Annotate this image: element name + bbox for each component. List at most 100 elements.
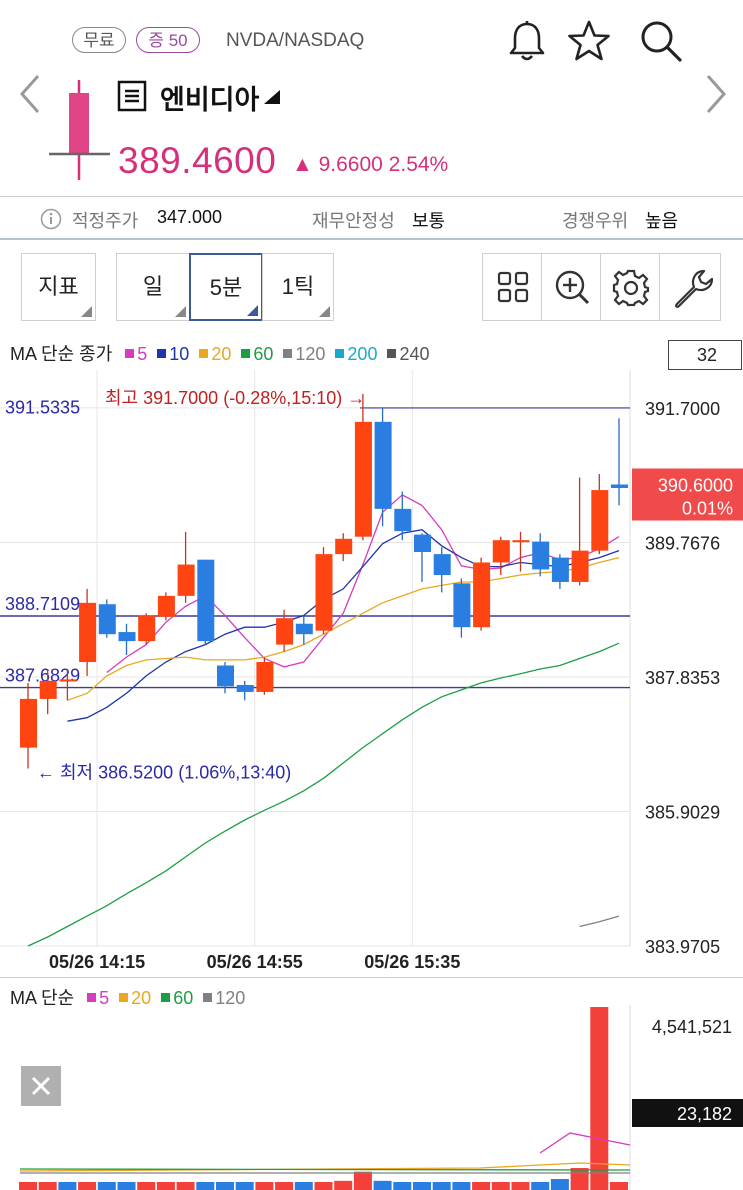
wrench-icon <box>675 269 714 308</box>
volume-bar <box>216 1182 234 1190</box>
stock-info-menu-icon[interactable] <box>117 80 147 112</box>
info-icon[interactable] <box>40 208 62 230</box>
candle-body <box>295 623 313 635</box>
candle-body <box>236 684 254 692</box>
price-legend-240: 240 <box>381 344 431 364</box>
stability-label: 재무안정성 <box>312 211 395 231</box>
volume-bar <box>393 1182 412 1190</box>
close-overlay-button[interactable] <box>21 1066 61 1106</box>
volume-bar <box>610 1182 628 1190</box>
gear-icon <box>612 269 650 307</box>
candle-body <box>492 540 510 563</box>
volume-bar <box>353 1171 372 1190</box>
volume-bar <box>590 1007 609 1190</box>
chart-settings-button[interactable] <box>600 253 660 321</box>
x-tick-label: 05/26 14:15 <box>49 952 145 972</box>
ma-line-10 <box>67 529 620 722</box>
volume-bar <box>511 1182 530 1190</box>
stock-dropdown-icon[interactable] <box>262 88 282 106</box>
current-price-tag <box>632 468 743 521</box>
volume-max-label: 4,541,521 <box>652 1017 732 1037</box>
indicator-button[interactable]: 지표 <box>21 253 96 321</box>
ma-line-60 <box>27 642 620 947</box>
free-badge: 무료 <box>72 27 126 53</box>
volume-bar <box>570 1168 589 1190</box>
volume-bar <box>255 1182 274 1190</box>
candle-body <box>315 554 333 631</box>
stability-value: 보통 <box>412 211 446 231</box>
competition-value: 높음 <box>645 211 679 231</box>
high-annotation: 최고 391.7000 (-0.28%,15:10) → <box>105 388 365 408</box>
fair-price-value: 347.000 <box>157 207 223 227</box>
volume-bar <box>78 1182 97 1190</box>
competition-label: 경쟁우위 <box>562 211 629 231</box>
period-day-button[interactable]: 일 <box>116 253 190 321</box>
candle-body <box>571 550 589 582</box>
price-legend-10: 10 <box>151 344 191 364</box>
volume-bar <box>314 1182 333 1190</box>
price-change: ▲ 9.6600 2.54% <box>292 153 449 176</box>
volume-legend-5: 5 <box>81 988 111 1008</box>
level-line-label: 388.7109 <box>5 594 80 614</box>
period-tick-button[interactable]: 1틱 <box>262 253 334 321</box>
candle-body <box>276 618 294 645</box>
volume-legend-120: 120 <box>197 988 247 1008</box>
volume-bar <box>531 1182 550 1190</box>
volume-bar <box>472 1182 491 1190</box>
low-annotation: ← 최저 386.5200 (1.06%,13:40) <box>37 763 291 783</box>
ma-line-20 <box>67 556 620 701</box>
candle-body <box>256 662 274 692</box>
volume-bar <box>235 1182 254 1190</box>
candle-body <box>59 679 77 682</box>
candle-body <box>118 632 136 642</box>
volume-bar <box>58 1182 77 1190</box>
search-icon[interactable] <box>638 18 684 64</box>
candle-body <box>98 604 116 635</box>
candle-body <box>197 559 215 642</box>
volume-chart[interactable]: 4,541,521 23,182 <box>0 1005 743 1190</box>
volume-ma-legend: MA 단순 5 20 60 120 <box>10 984 251 1010</box>
volume-legend-20: 20 <box>113 988 153 1008</box>
volume-bar <box>196 1182 215 1190</box>
price-chart[interactable]: 391.7000 389.7676 387.8353 385.9029 383.9705… <box>0 370 743 975</box>
fair-price-label: 적정주가 <box>72 211 139 231</box>
drawing-tools-button[interactable] <box>659 253 721 321</box>
volume-bar <box>137 1182 156 1190</box>
y-tick-label: 387.8353 <box>645 668 720 688</box>
candle-body <box>157 595 175 617</box>
period-5min-button[interactable]: 5분 <box>189 253 263 321</box>
volume-bar <box>413 1182 431 1190</box>
period-5min-label: 5분 <box>209 275 243 300</box>
candle-body <box>39 680 57 699</box>
volume-bar <box>432 1182 451 1190</box>
volume-legend-items: 5 20 60 120 <box>81 988 249 1008</box>
price-legend-120: 120 <box>277 344 327 364</box>
price-legend-20: 20 <box>193 344 233 364</box>
volume-bar <box>19 1182 37 1190</box>
y-tick-label: 389.7676 <box>645 533 720 553</box>
layout-grid-button[interactable] <box>482 253 542 321</box>
volume-legend-60: 60 <box>155 988 195 1008</box>
zoom-button[interactable] <box>541 253 601 321</box>
bell-icon[interactable] <box>504 18 550 64</box>
visible-count-box[interactable]: 32 <box>668 340 742 370</box>
ticker-label: NVDA/NASDAQ <box>226 30 365 51</box>
zoom-in-icon <box>555 270 590 305</box>
candle-body <box>354 421 372 537</box>
period-day-label: 일 <box>142 274 164 299</box>
star-icon[interactable] <box>566 18 612 64</box>
candle-body <box>453 583 471 628</box>
volume-bar <box>97 1182 116 1190</box>
candle-body <box>335 538 353 555</box>
x-tick-label: 05/26 14:55 <box>207 952 303 972</box>
candle-body <box>512 540 530 543</box>
candle-body <box>532 541 550 570</box>
x-tick-label: 05/26 15:35 <box>364 952 460 972</box>
price-legend-200: 200 <box>329 344 379 364</box>
next-stock-arrow-icon[interactable] <box>700 72 730 116</box>
stock-name[interactable]: 엔비디아 <box>160 85 260 115</box>
prev-stock-arrow-icon[interactable] <box>16 72 46 116</box>
candle-body <box>433 554 451 575</box>
candle-glyph-icon <box>49 80 110 180</box>
grid-icon <box>497 271 529 303</box>
